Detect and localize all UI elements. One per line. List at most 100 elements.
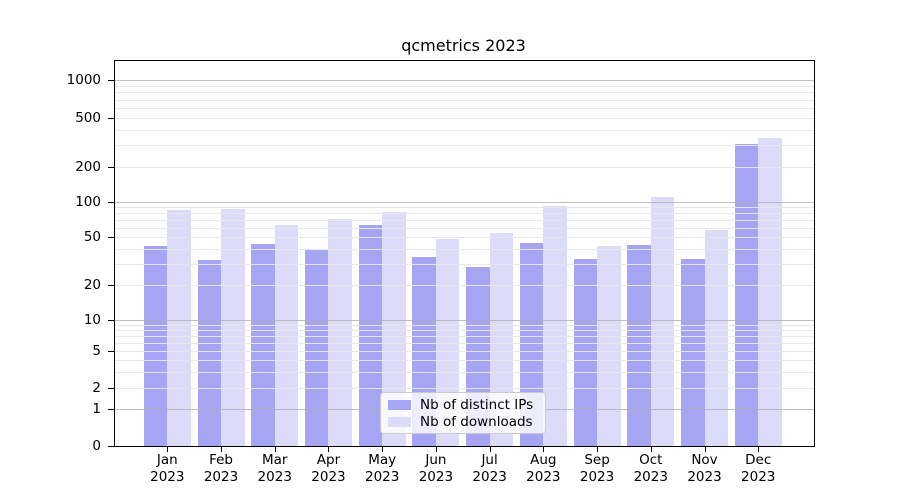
y-gridline-minor	[115, 85, 814, 87]
axis-layer: 0 1 2 5 10 20 50 100 200 500 1000 Jan 2023 Feb 2023 Mar…	[67, 61, 814, 485]
x-tick-label-year: 2023	[364, 468, 400, 485]
y-gridline-minor	[115, 342, 814, 344]
y-gridline-major	[115, 80, 814, 81]
y-tick	[108, 388, 115, 389]
legend: Nb of distinct IPs Nb of downloads	[380, 392, 546, 434]
y-gridline-minor	[115, 248, 814, 250]
legend-swatch-distinct-ips-icon	[388, 399, 411, 410]
y-gridline-minor	[115, 324, 814, 326]
bar-downloads-feb	[221, 209, 245, 446]
x-tick-label-year: 2023	[633, 468, 668, 485]
y-tick-label: 10	[83, 312, 101, 328]
plot-area: 0 1 2 5 10 20 50 100 200 500 1000 Jan 2023 Feb 2023 Mar…	[67, 60, 815, 485]
x-tick-label-year: 2023	[472, 468, 507, 485]
bar-downloads-may	[382, 212, 406, 446]
y-tick-label: 200	[75, 159, 101, 175]
legend-label-distinct-ips: Nb of distinct IPs	[420, 396, 534, 413]
bar-downloads-nov	[704, 229, 728, 446]
y-gridline-minor	[115, 213, 814, 215]
x-tick	[704, 446, 706, 452]
bar-ips-feb	[197, 260, 222, 446]
y-gridline-minor	[115, 371, 814, 373]
y-gridline-minor	[115, 99, 814, 101]
x-tick-label: Jul 2023	[448, 452, 532, 485]
y-tick	[108, 167, 115, 168]
x-tick-label: Apr 2023	[286, 452, 370, 485]
y-tick-label: 2	[92, 380, 101, 396]
y-tick	[108, 351, 115, 352]
x-tick-label: Oct 2023	[609, 452, 693, 485]
x-tick-label: Jan 2023	[125, 452, 209, 485]
y-tick-label: 50	[83, 229, 101, 245]
y-tick-label: 5	[92, 343, 101, 359]
y-gridline-minor	[115, 220, 814, 221]
y-tick-label: 1000	[66, 72, 101, 88]
x-tick-label-year: 2023	[257, 468, 292, 485]
x-tick	[650, 446, 652, 452]
y-gridline-minor	[115, 108, 814, 109]
bar-downloads-dec	[758, 137, 782, 446]
legend-label-downloads: Nb of downloads	[420, 413, 533, 430]
y-gridline-minor	[115, 92, 814, 94]
x-tick-label-year: 2023	[150, 468, 185, 485]
bar-ips-mar	[251, 243, 275, 446]
y-gridline-minor	[115, 388, 814, 389]
y-tick-label: 1	[92, 401, 101, 417]
y-gridline-minor	[115, 129, 814, 131]
y-gridline-minor	[115, 360, 814, 361]
y-tick	[108, 446, 115, 447]
y-gridline-minor	[115, 145, 814, 147]
y-gridline-minor	[115, 263, 814, 265]
bar-downloads-jan	[167, 210, 191, 446]
y-gridline-major	[115, 320, 814, 321]
x-tick-label: May 2023	[340, 452, 424, 485]
x-tick-label-year: 2023	[311, 468, 346, 485]
legend-item-downloads: Nb of downloads	[388, 413, 545, 430]
y-tick	[108, 409, 115, 410]
x-tick-label-year: 2023	[418, 468, 454, 485]
x-tick	[221, 446, 223, 452]
y-gridline-major	[115, 202, 814, 203]
x-tick-label-year: 2023	[579, 468, 615, 485]
x-tick	[382, 446, 384, 452]
bar-ips-oct	[627, 244, 651, 446]
x-tick-label: Jun 2023	[394, 452, 478, 485]
y-tick-label: 500	[75, 110, 101, 126]
bar-ips-may	[358, 225, 383, 446]
grid-layer	[115, 61, 814, 446]
x-tick-label-year: 2023	[687, 468, 722, 485]
y-gridline-minor	[115, 329, 814, 331]
x-tick-label: Nov 2023	[663, 452, 747, 485]
bar-downloads-aug	[543, 206, 567, 446]
y-gridline-minor	[115, 227, 814, 229]
y-gridline-minor	[115, 335, 814, 337]
y-tick-label: 0	[92, 438, 101, 454]
bar-downloads-mar	[274, 225, 299, 446]
y-tick-label: 20	[83, 277, 101, 293]
x-tick-label: Aug 2023	[501, 452, 585, 485]
x-tick-label-year: 2023	[526, 468, 561, 485]
y-gridline-minor	[115, 207, 814, 209]
bar-ips-dec	[734, 143, 759, 446]
y-tick	[108, 202, 115, 203]
bar-ips-jan	[143, 246, 168, 446]
bar-downloads-sep	[597, 246, 621, 446]
x-tick	[435, 446, 437, 452]
x-tick	[489, 446, 491, 452]
bar-downloads-oct	[650, 197, 675, 446]
y-gridline-minor	[115, 167, 814, 168]
y-gridline-minor	[115, 351, 814, 352]
y-gridline-minor	[115, 285, 814, 286]
legend-item-distinct-ips: Nb of distinct IPs	[388, 396, 545, 413]
legend-swatch-downloads-icon	[388, 416, 411, 427]
y-tick	[108, 237, 115, 238]
y-tick	[108, 80, 115, 81]
bar-ips-nov	[681, 258, 705, 446]
x-tick-label-year: 2023	[741, 468, 776, 485]
x-tick	[597, 446, 599, 452]
bar-downloads-apr	[328, 218, 352, 446]
x-tick	[543, 446, 545, 452]
x-tick-label: Mar 2023	[233, 452, 317, 485]
x-tick-label: Feb 2023	[179, 452, 263, 485]
